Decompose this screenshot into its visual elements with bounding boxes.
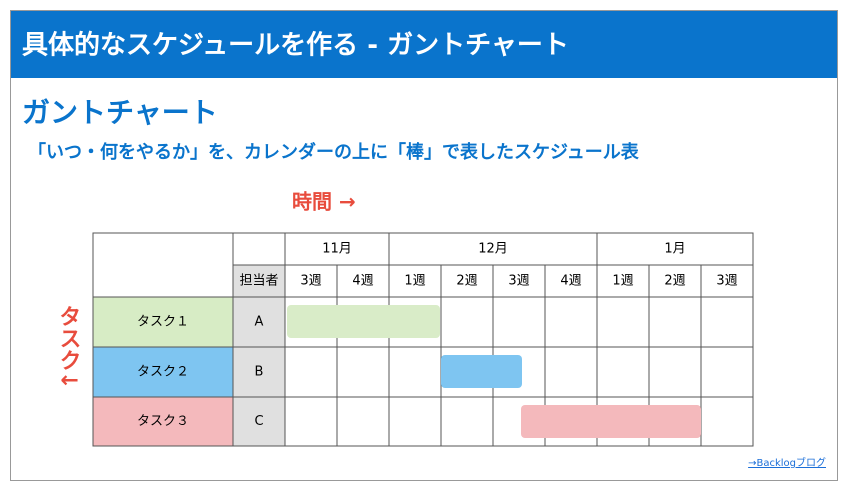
subtitle: 「いつ・何をやるか」を、カレンダーの上に「棒」で表したスケジュール表 [28, 141, 640, 163]
week-label: 3週 [300, 274, 321, 289]
week-label: 3週 [716, 274, 737, 289]
assignee: C [254, 414, 263, 429]
week-label: 1週 [404, 274, 425, 289]
week-label: 2週 [456, 274, 477, 289]
task-name: タスク１ [137, 315, 189, 330]
assignee-header: 担当者 [239, 274, 278, 289]
header-title: 具体的なスケジュールを作る - ガントチャート [22, 30, 569, 61]
assignee-cell [232, 396, 286, 447]
week-label: 1週 [612, 274, 633, 289]
task-name: タスク３ [137, 414, 189, 429]
gantt-bar [287, 305, 440, 338]
task-label: タスク↓ [56, 305, 81, 389]
week-label: 2週 [664, 274, 685, 289]
assignee: B [255, 365, 264, 380]
task-cell [92, 296, 234, 348]
heading: ガントチャート [22, 96, 218, 129]
task-cell [92, 396, 234, 447]
assignee-cell [232, 296, 286, 348]
month-label: 12月 [478, 242, 508, 257]
week-label: 4週 [560, 274, 581, 289]
week-label: 3週 [508, 274, 529, 289]
month-label: 1月 [664, 242, 685, 257]
link[interactable]: →Backlogブログ [748, 456, 826, 469]
gantt-bar [521, 405, 701, 438]
assignee: A [255, 315, 264, 330]
task-name: タスク２ [137, 365, 189, 380]
month-label: 11月 [322, 242, 352, 257]
header-bar [11, 11, 837, 78]
gantt-bar [441, 355, 522, 388]
time-label: 時間 → [292, 190, 356, 214]
week-label: 4週 [352, 274, 373, 289]
